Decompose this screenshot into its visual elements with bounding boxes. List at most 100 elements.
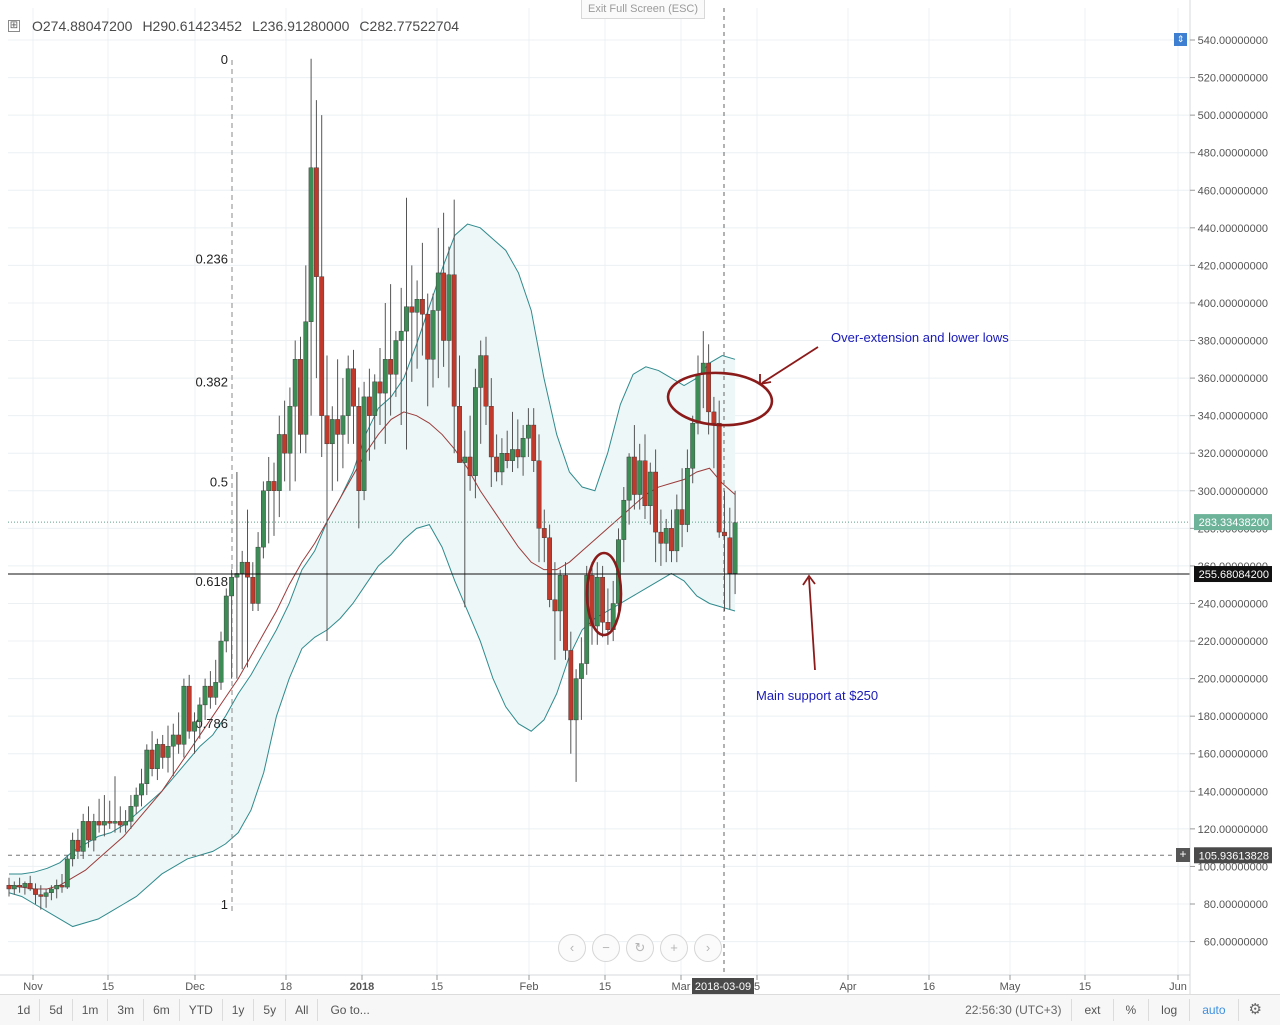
price-tick-label: 520.00000000 [1198,73,1268,85]
range-3m[interactable]: 3m [108,999,145,1021]
range-all[interactable]: All [286,999,319,1021]
candle-body [186,685,192,732]
candle [154,738,160,781]
candle-body [239,561,245,574]
candle [86,806,91,848]
candle-body [38,894,44,897]
candle [637,443,643,510]
candle-body [520,437,526,458]
zoom-out-button[interactable]: − [592,934,620,962]
time-tick-label: 5 [754,981,760,993]
candle-body [80,821,86,852]
candle-body [276,434,282,491]
candle-body [340,415,346,435]
candle [674,494,680,563]
candle-body [223,595,229,642]
candle [181,678,187,758]
add-level-button[interactable]: + [1176,848,1190,862]
price-tick-label: 400.00000000 [1198,298,1268,310]
candle-body [642,460,648,507]
candle [361,381,367,501]
candle [653,449,659,563]
percent-toggle[interactable]: % [1114,999,1150,1021]
ext-toggle[interactable]: ext [1072,999,1114,1021]
candle [600,565,606,638]
time-tick-label: 15 [599,981,611,993]
candle [139,768,144,807]
expand-icon[interactable]: ⊞ [8,20,20,32]
range-5d[interactable]: 5d [40,999,73,1021]
candle [298,336,303,454]
range-1m[interactable]: 1m [73,999,109,1021]
candle-body [229,576,234,597]
arrows-updown-icon[interactable]: ⇕ [1174,33,1187,46]
candle [75,828,81,859]
overextension-circle [666,371,774,427]
price-tick-label: 300.00000000 [1198,486,1268,498]
settings-gear-icon[interactable]: ⚙ [1248,1001,1262,1018]
candle-body [298,359,303,435]
candle-body [457,406,462,463]
candle [462,430,468,608]
candle [165,725,171,773]
candle-body [690,422,696,469]
overextension-arrow [761,346,819,384]
candle-body [128,806,134,822]
candle-body [658,531,664,544]
candle-body [112,821,118,824]
range-6m[interactable]: 6m [144,999,180,1021]
candle [117,806,123,833]
candle [292,340,298,482]
scroll-left-button[interactable]: ‹ [558,934,586,962]
range-ytd[interactable]: YTD [180,999,223,1021]
price-tick-label: 480.00000000 [1198,148,1268,160]
candle-body [91,821,97,841]
candle [133,787,139,814]
candle [17,877,22,893]
candle [663,518,669,563]
range-1d[interactable]: 1d [8,999,41,1021]
candle [367,368,372,461]
price-tick-label: 220.00000000 [1198,636,1268,648]
candle-body [382,359,388,394]
candle-body [685,468,690,525]
candle [144,744,150,796]
candle-body [446,274,452,341]
price-tick-label: 180.00000000 [1198,711,1268,723]
auto-toggle[interactable]: auto [1190,999,1239,1021]
scroll-right-button[interactable]: › [694,934,722,962]
log-toggle[interactable]: log [1149,999,1191,1021]
candle [483,336,489,426]
candle-body [632,456,637,495]
exit-fullscreen-button[interactable]: Exit Full Screen (ESC) [581,0,705,19]
range-1y[interactable]: 1y [223,999,255,1021]
candle-body [245,561,250,578]
candle [70,832,76,867]
candle [467,415,473,491]
candle [398,287,404,426]
range-5y[interactable]: 5y [254,999,287,1021]
candle [101,795,107,837]
zoom-in-button[interactable]: + [660,934,688,962]
candle-body [133,794,139,807]
candle-body [197,704,203,723]
reset-button[interactable]: ↻ [626,934,654,962]
candle [716,400,722,538]
candle-body [271,481,277,491]
candle [38,885,44,910]
price-tick-label: 380.00000000 [1198,336,1268,348]
time-tick-label: Dec [185,981,205,993]
candle-body [335,419,340,435]
candle [287,387,293,491]
clock-time[interactable]: 22:56:30 (UTC+3) [955,999,1073,1021]
candle-body [647,471,653,507]
goto-button[interactable]: Go to... [330,1003,370,1017]
price-tick-label: 60.00000000 [1204,937,1268,949]
fib-label: 0 [221,52,228,67]
candle [27,875,33,891]
candle [494,434,499,482]
candle [711,396,717,469]
candle [49,885,54,901]
